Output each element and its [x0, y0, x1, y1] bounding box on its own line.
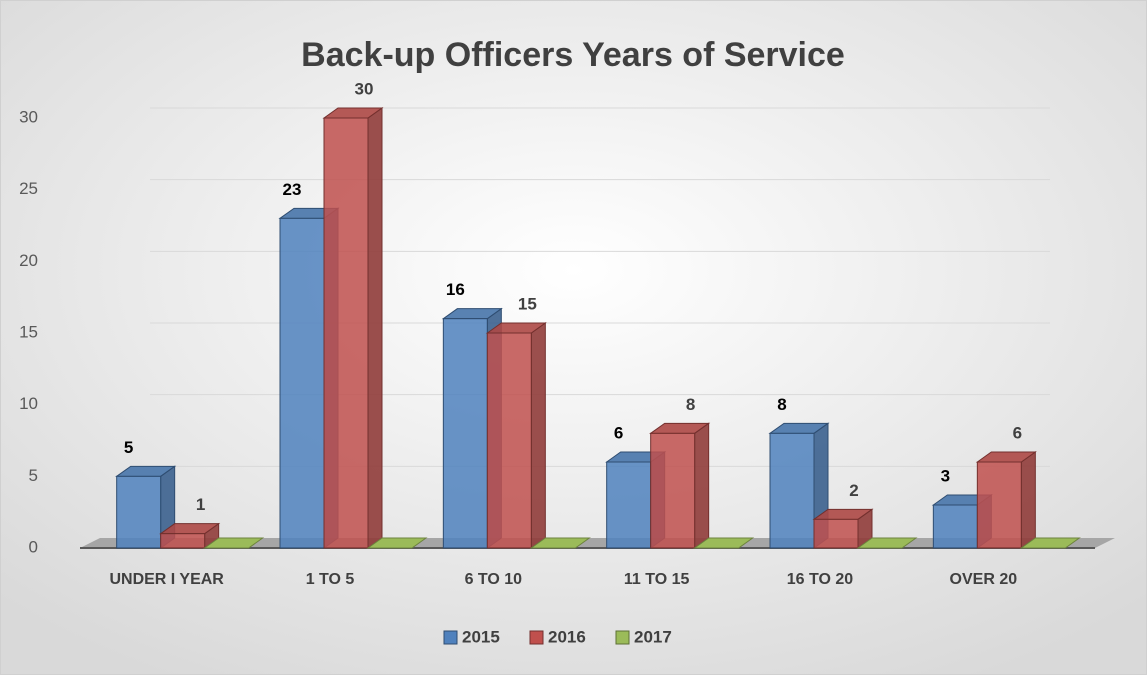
- x-tick-label: 1 TO 5: [306, 571, 355, 588]
- bar: [160, 533, 206, 549]
- bar-flat: [1019, 537, 1081, 549]
- bar: [932, 504, 978, 549]
- y-tick-label: 0: [29, 537, 38, 556]
- bar: [486, 332, 532, 549]
- value-label: 8: [686, 395, 695, 414]
- value-label: 1: [196, 495, 205, 514]
- y-tick-label: 15: [19, 322, 38, 341]
- bar: [442, 318, 488, 549]
- value-label: 15: [518, 294, 537, 313]
- legend-swatch: [529, 630, 544, 645]
- value-label: 8: [777, 395, 786, 414]
- x-tick-label: 6 TO 10: [465, 571, 523, 588]
- value-label: 6: [614, 423, 623, 442]
- bar-side: [367, 107, 383, 549]
- bar-flat: [856, 537, 918, 549]
- chart-title: Back-up Officers Years of Service: [301, 36, 845, 74]
- bar: [323, 117, 369, 549]
- bar: [279, 217, 325, 549]
- bar-flat: [529, 537, 591, 549]
- value-label: 3: [941, 466, 950, 485]
- value-label: 30: [355, 79, 374, 98]
- legend-label: 2016: [548, 627, 586, 646]
- bar-side: [530, 322, 546, 549]
- legend-swatch: [615, 630, 630, 645]
- bar-side: [1020, 451, 1036, 549]
- value-label: 6: [1013, 423, 1022, 442]
- x-tick-label: 11 TO 15: [624, 571, 690, 588]
- value-label: 2: [849, 481, 858, 500]
- bar: [813, 518, 859, 549]
- bar-flat: [693, 537, 755, 549]
- y-tick-label: 10: [19, 394, 38, 413]
- y-tick-label: 25: [19, 179, 38, 198]
- bar: [976, 461, 1022, 549]
- bar: [606, 461, 652, 549]
- bar-side: [694, 422, 710, 549]
- bar-flat: [203, 537, 265, 549]
- y-tick-label: 5: [29, 466, 38, 485]
- value-label: 23: [283, 180, 302, 199]
- legend-swatch: [443, 630, 458, 645]
- bar-flat: [366, 537, 428, 549]
- bar: [116, 475, 162, 549]
- y-tick-label: 30: [19, 107, 38, 126]
- value-label: 16: [446, 280, 465, 299]
- x-tick-label: UNDER I YEAR: [109, 571, 224, 588]
- legend-label: 2017: [634, 627, 672, 646]
- y-tick-label: 20: [19, 251, 38, 270]
- bar: [650, 432, 696, 549]
- x-tick-label: OVER 20: [950, 571, 1018, 588]
- x-tick-label: 16 TO 20: [787, 571, 854, 588]
- bar: [769, 432, 815, 549]
- value-label: 5: [124, 438, 133, 457]
- legend-label: 2015: [462, 627, 500, 646]
